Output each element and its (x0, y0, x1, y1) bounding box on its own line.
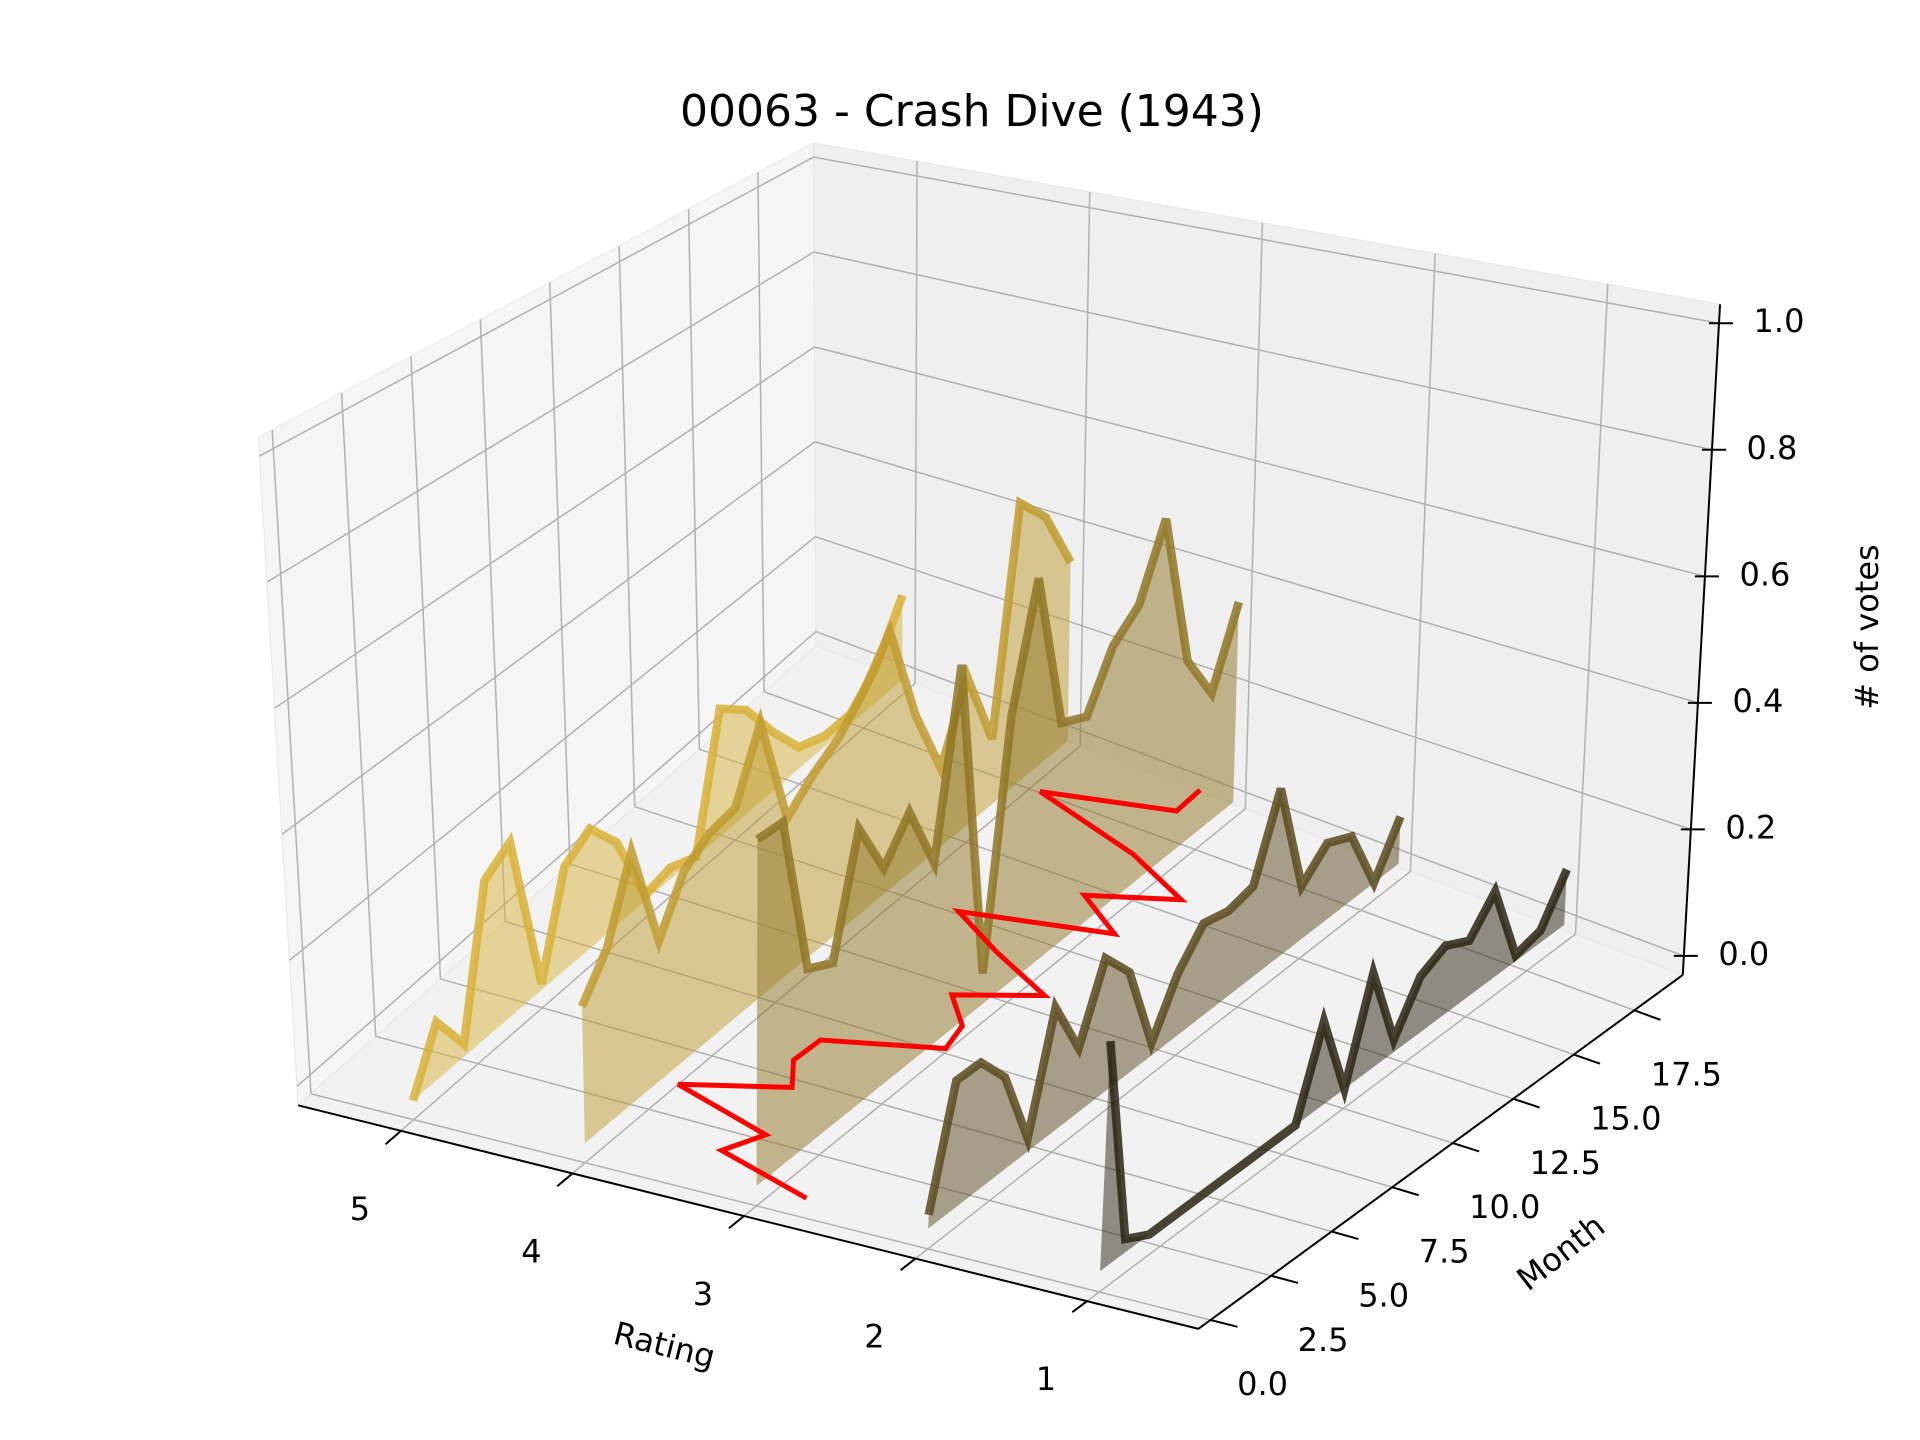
y-tick-label: 2.5 (1298, 1321, 1349, 1359)
grid-line (479, 319, 506, 922)
y-tick (1391, 1186, 1420, 1197)
mean-line (676, 788, 1202, 1201)
z-axis-line (1681, 304, 1722, 975)
x-tick-label: 4 (521, 1232, 541, 1270)
grid-line (259, 156, 814, 457)
z-tick-label: 0.0 (1718, 935, 1769, 973)
series-line (408, 593, 907, 1102)
grid-line (1086, 933, 1576, 1302)
x-axis-line (297, 1104, 1199, 1330)
z-tick-label: 0.4 (1732, 682, 1783, 720)
grid-line (914, 161, 918, 684)
grid-line (288, 536, 816, 961)
z-tick-label: 0.6 (1739, 555, 1790, 593)
series-line (755, 517, 1243, 974)
grid-line (814, 441, 1699, 704)
x-tick-label: 3 (693, 1275, 713, 1313)
y-tick (1331, 1230, 1359, 1241)
x-tick (900, 1257, 917, 1271)
z-tick-label: 0.2 (1725, 808, 1776, 846)
y-tick (1452, 1142, 1480, 1153)
grid-line (757, 172, 765, 692)
x-tick-label: 5 (350, 1190, 370, 1228)
y-tick-label: 5.0 (1358, 1277, 1409, 1315)
grid-line (687, 209, 701, 750)
y-tick-label: 12.5 (1530, 1144, 1601, 1182)
y-tick (1634, 1009, 1661, 1021)
y-tick-label: 10.0 (1469, 1188, 1540, 1226)
y-tick (1210, 1319, 1238, 1328)
grid-line (813, 251, 1713, 451)
z-axis-title: # of votes (1848, 544, 1886, 709)
y-tick (1512, 1097, 1540, 1109)
y-axis-line (1197, 974, 1684, 1330)
x-tick (728, 1215, 745, 1230)
grid-line (814, 346, 1706, 578)
x-axis-title: Rating (610, 1314, 719, 1376)
grid-line (1244, 222, 1264, 809)
grid-line (915, 870, 1411, 1260)
y-tick (1573, 1053, 1601, 1065)
y-tick-label: 17.5 (1651, 1055, 1722, 1093)
grid-line (1079, 192, 1091, 747)
grid-line (815, 535, 1692, 831)
y-tick-label: 7.5 (1419, 1232, 1470, 1270)
series-fill (582, 503, 1071, 1144)
y-tick (1270, 1274, 1299, 1284)
y-tick-label: 15.0 (1590, 1100, 1661, 1138)
grid-line (1574, 284, 1609, 935)
chart-title: 00063 - Crash Dive (1943) (680, 86, 1264, 137)
grid (259, 156, 1720, 1321)
x-tick-label: 1 (1036, 1360, 1056, 1398)
grid-line (340, 392, 377, 1037)
grid-line (271, 429, 312, 1094)
grid-line (549, 282, 571, 865)
series-fill (1100, 869, 1567, 1272)
grid-line (274, 346, 815, 709)
x-tick (556, 1172, 574, 1188)
marks (408, 496, 1571, 1272)
series-line (578, 496, 1075, 1009)
series-line (924, 787, 1405, 1216)
series-line (1106, 867, 1571, 1245)
series-fill (928, 788, 1401, 1229)
grid-line (281, 441, 816, 835)
grid-line (266, 251, 815, 583)
grid-line (310, 1093, 1211, 1321)
grid-line (618, 245, 636, 807)
grid-line (813, 156, 1720, 324)
x-tick (384, 1130, 402, 1146)
z-tick-label: 0.8 (1747, 429, 1798, 467)
x-tick (1071, 1300, 1088, 1313)
grid-line (571, 745, 1081, 1175)
y-tick-label: 0.0 (1237, 1365, 1288, 1403)
grid-line (1409, 253, 1436, 872)
z-tick-label: 1.0 (1754, 302, 1805, 340)
x-tick-label: 2 (864, 1318, 884, 1356)
grid-line (743, 808, 1246, 1217)
grid-line (410, 356, 442, 979)
